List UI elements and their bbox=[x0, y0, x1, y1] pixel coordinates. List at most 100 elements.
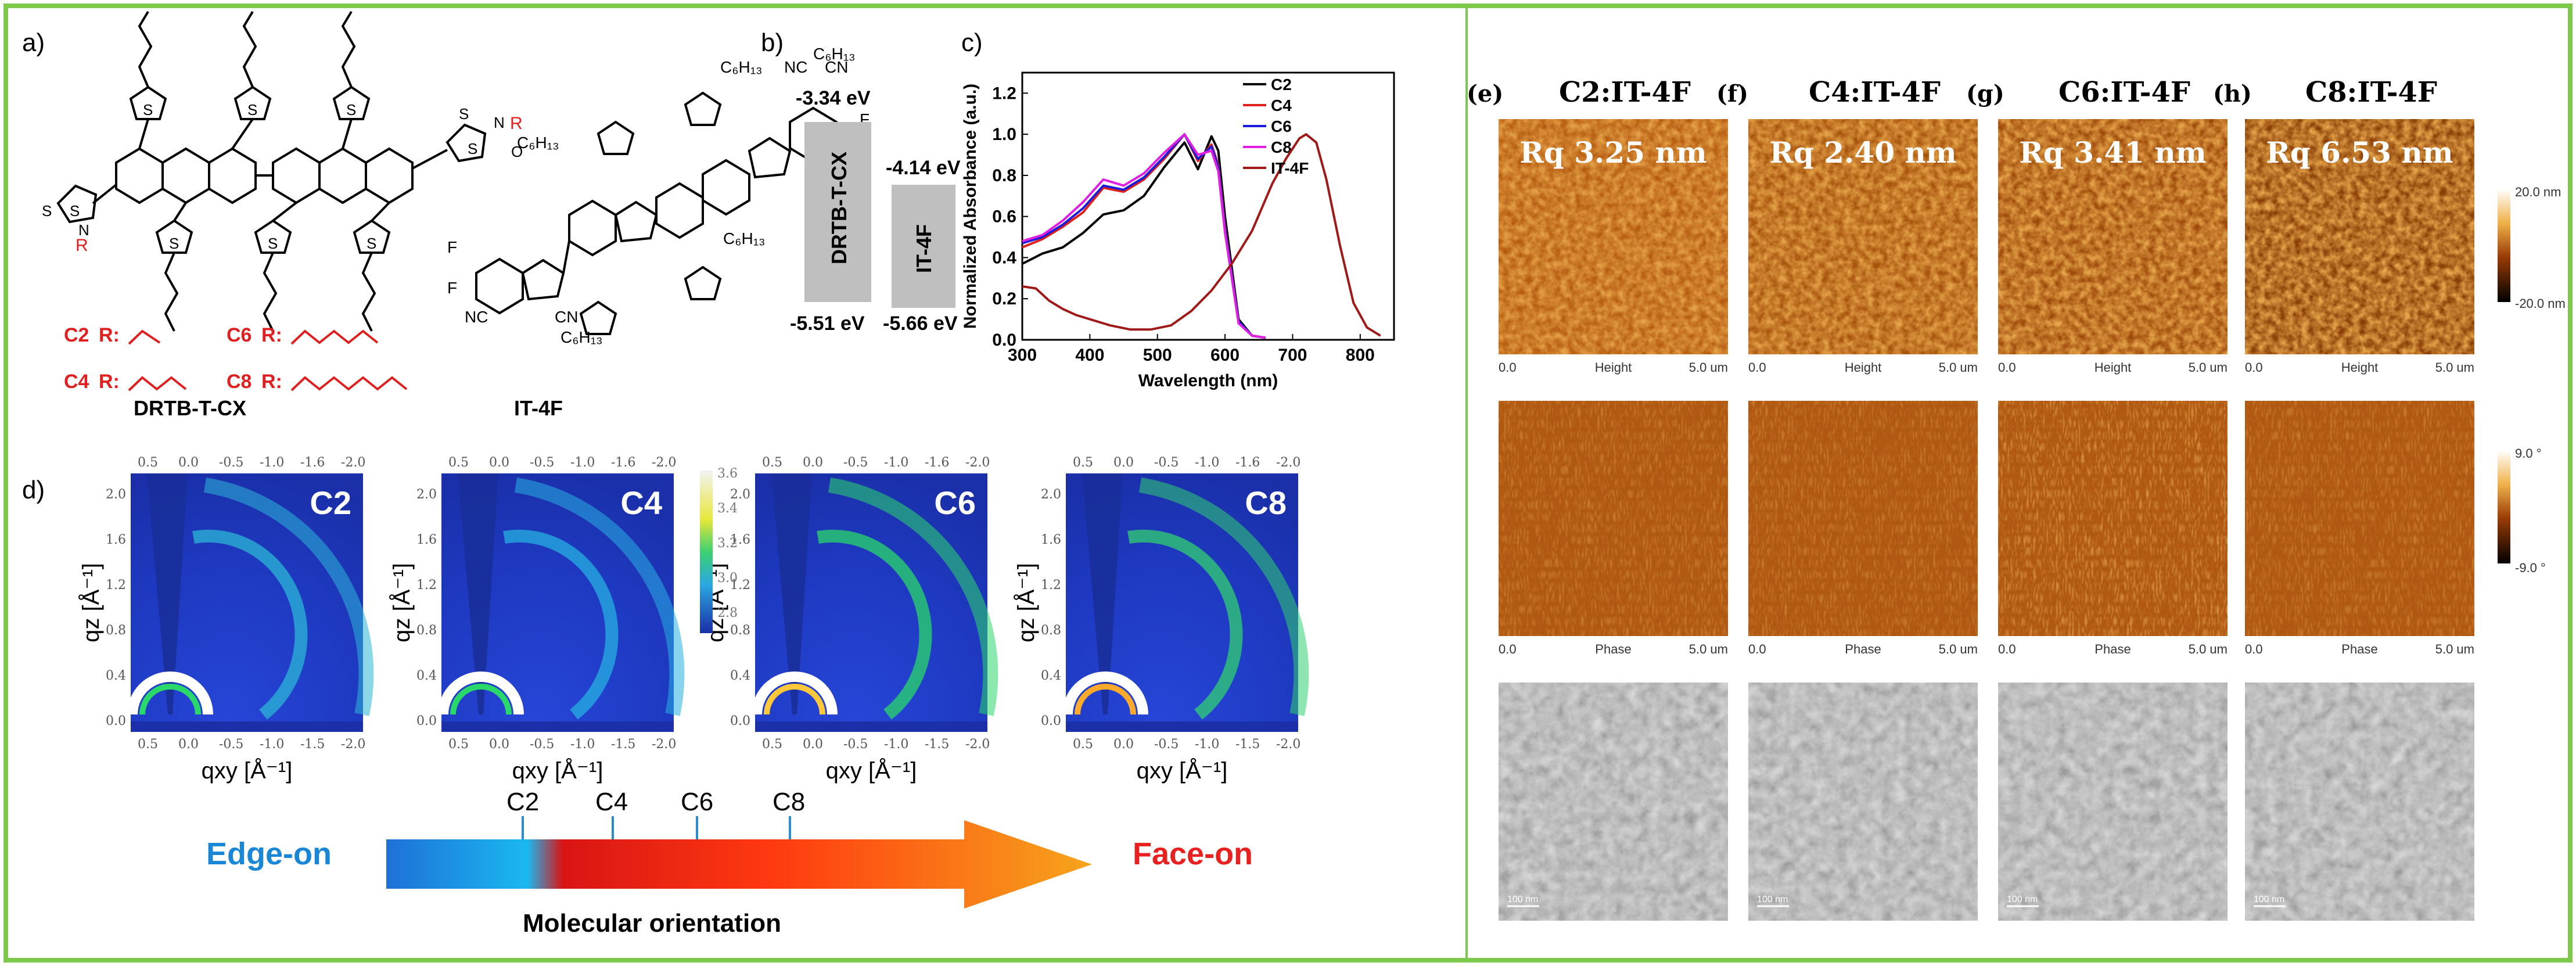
giwaxs-bottom-tick: -0.5 bbox=[530, 737, 554, 752]
scattering-arc-outer bbox=[514, 477, 685, 716]
legend-label-c8: C8 bbox=[1271, 138, 1292, 156]
ring-white bbox=[438, 671, 524, 715]
giwaxs-top-tick: -0.5 bbox=[530, 455, 554, 470]
chart-y-axis-label: Normalized Absorbance (a.u.) bbox=[961, 84, 980, 329]
side-chain-c4-label: C4 bbox=[64, 371, 89, 393]
giwaxs-bottom-tick: -2.0 bbox=[341, 737, 365, 752]
orientation-markers: C2 C4 C6 C8 bbox=[506, 788, 805, 816]
ring-white bbox=[1062, 671, 1148, 715]
svg-text:S: S bbox=[169, 235, 179, 252]
svg-text:3.4: 3.4 bbox=[717, 501, 738, 516]
giwaxs-bottom-tick: -1.5 bbox=[300, 737, 325, 752]
giwaxs-sample-label: C6 bbox=[934, 484, 976, 521]
giwaxs-bottom-tick: -2.0 bbox=[965, 737, 990, 752]
afm-height-label: Height bbox=[1595, 360, 1632, 375]
giwaxs-bottom-tick: -1.0 bbox=[1195, 737, 1219, 752]
svg-text:CN: CN bbox=[825, 58, 848, 76]
giwaxs-y-tick: 1.2 bbox=[1041, 578, 1061, 592]
afm-phase-label: Phase bbox=[1845, 642, 1881, 656]
giwaxs-top-tick: -1.0 bbox=[570, 455, 595, 470]
horizon bbox=[131, 721, 363, 732]
giwaxs-top-tick: 0.5 bbox=[762, 455, 782, 470]
svg-text:C₆H₁₃: C₆H₁₃ bbox=[813, 45, 856, 63]
giwaxs-y-axis-label: qz [Å⁻¹] bbox=[1013, 563, 1039, 642]
donor-homo-label: -5.51 eV bbox=[790, 313, 865, 335]
giwaxs-bottom-tick: 0.5 bbox=[1073, 737, 1093, 752]
giwaxs-top-tick: -1.6 bbox=[611, 455, 635, 470]
giwaxs-y-tick: 1.2 bbox=[106, 578, 126, 592]
afm-axis-start: 0.0 bbox=[2245, 360, 2263, 375]
panel-a: a) bbox=[22, 10, 870, 420]
giwaxs-y-tick: 0.4 bbox=[106, 669, 126, 683]
chart-plot-area bbox=[1021, 71, 1395, 341]
donor-lumo-label: -3.34 eV bbox=[796, 87, 871, 109]
x-tick-label: 500 bbox=[1143, 346, 1172, 365]
missing-wedge bbox=[147, 473, 188, 714]
giwaxs-bottom-tick: 0.0 bbox=[1113, 737, 1134, 752]
giwaxs-bottom-tick: 0.0 bbox=[803, 737, 823, 752]
giwaxs-sample-label: C2 bbox=[310, 484, 351, 521]
giwaxs-top-tick: 0.0 bbox=[489, 455, 509, 470]
svg-text:3.6: 3.6 bbox=[717, 466, 738, 481]
afm-axis-end: 5.0 um bbox=[1939, 642, 1978, 656]
giwaxs-y-tick: 2.0 bbox=[416, 487, 437, 502]
giwaxs-top-tick: -2.0 bbox=[965, 455, 990, 470]
side-chain-c8-label: C8 bbox=[227, 371, 252, 393]
svg-text:NC: NC bbox=[784, 58, 807, 76]
donor-level-bar bbox=[804, 122, 871, 302]
phase-colorbar bbox=[2498, 450, 2510, 563]
afm-column-title: C4:IT-4F bbox=[1809, 76, 1941, 109]
giwaxs-top-tick: -1.0 bbox=[884, 455, 908, 470]
giwaxs-top-tick: -2.0 bbox=[652, 455, 676, 470]
side-chain-c2-label: C2 bbox=[64, 324, 89, 346]
giwaxs-map-c2: C2 0.5 0.0 -0.5 -1.0 -1.6 -2.0 0.5 0.0 -0.5 -1.0 -1… bbox=[78, 455, 374, 784]
series-line-it-4f bbox=[1022, 133, 1381, 337]
giwaxs-bottom-tick: 0.0 bbox=[489, 737, 509, 752]
svg-text:C₆H₁₃: C₆H₁₃ bbox=[517, 134, 559, 152]
giwaxs-y-tick: 0.4 bbox=[730, 669, 750, 683]
giwaxs-y-tick: 0.8 bbox=[416, 623, 437, 638]
y-tick-label: 0.4 bbox=[992, 248, 1016, 267]
afm-axis-end: 5.0 um bbox=[2189, 360, 2227, 375]
giwaxs-top-tick: 0.5 bbox=[448, 455, 469, 470]
height-scale-top: 20.0 nm bbox=[2515, 185, 2561, 199]
afm-panel-letter: (g) bbox=[1966, 80, 2004, 107]
giwaxs-y-tick: 0.8 bbox=[1041, 623, 1061, 638]
tem-scale-label: 100 nm bbox=[2254, 895, 2284, 904]
panel-c-letter: c) bbox=[961, 28, 983, 57]
giwaxs-top-tick: -1.6 bbox=[925, 455, 949, 470]
legend-label-c2: C2 bbox=[1271, 76, 1292, 94]
missing-wedge bbox=[771, 473, 812, 714]
drtb-structure bbox=[56, 10, 487, 332]
afm-axis-end: 5.0 um bbox=[2435, 360, 2474, 375]
orientation-marker-c2: C2 bbox=[506, 788, 539, 816]
acceptor-lumo-label: -4.14 eV bbox=[886, 157, 961, 179]
giwaxs-y-tick: 0.8 bbox=[106, 623, 126, 638]
giwaxs-x-axis-label: qxy [Å⁻¹] bbox=[826, 757, 917, 784]
giwaxs-top-tick: -1.0 bbox=[260, 455, 284, 470]
giwaxs-bottom-tick: 0.5 bbox=[762, 737, 782, 752]
giwaxs-top-tick: 0.5 bbox=[1073, 455, 1093, 470]
afm-phase-texture bbox=[1998, 401, 2227, 636]
giwaxs-sample-label: C4 bbox=[620, 484, 662, 521]
tem-texture bbox=[1499, 683, 1728, 921]
drtb-r-label-left: R bbox=[76, 236, 88, 255]
phase-scale-bottom: -9.0 ° bbox=[2515, 561, 2546, 575]
afm-column-title: C8:IT-4F bbox=[2305, 76, 2437, 109]
afm-height-label: Height bbox=[1845, 360, 1882, 375]
afm-phase-texture bbox=[1499, 401, 1728, 636]
afm-column-2: (f) C4:IT-4F Rq 2.40 nm 0.0 Height 5.0 um 0.0 P… bbox=[1716, 76, 1978, 921]
giwaxs-y-tick: 2.0 bbox=[106, 487, 126, 502]
giwaxs-y-tick: 0.0 bbox=[416, 714, 437, 728]
giwaxs-map-c8: C8 0.5 0.0 -0.5 -1.0 -1.6 -2.0 0.5 0.0 -0.5 -1.0 -1… bbox=[1013, 455, 1309, 784]
afm-axis-start: 0.0 bbox=[1998, 360, 2016, 375]
giwaxs-x-axis-label: qxy [Å⁻¹] bbox=[202, 757, 293, 784]
giwaxs-y-tick: 0.4 bbox=[416, 669, 437, 683]
giwaxs-y-axis-label: qz [Å⁻¹] bbox=[389, 563, 415, 642]
svg-text:C₆H₁₃: C₆H₁₃ bbox=[723, 229, 766, 247]
panel-d: d) C2 0.5 0.0 -0.5 -1.0 -1.6 -2.0 0.5 0.0 -0.5 -1.… bbox=[22, 455, 1309, 938]
afm-phase-texture bbox=[2245, 401, 2474, 636]
svg-text:C₆H₁₃: C₆H₁₃ bbox=[720, 58, 763, 76]
svg-text:S: S bbox=[468, 140, 477, 157]
afm-panel-letter: (e) bbox=[1467, 80, 1503, 107]
